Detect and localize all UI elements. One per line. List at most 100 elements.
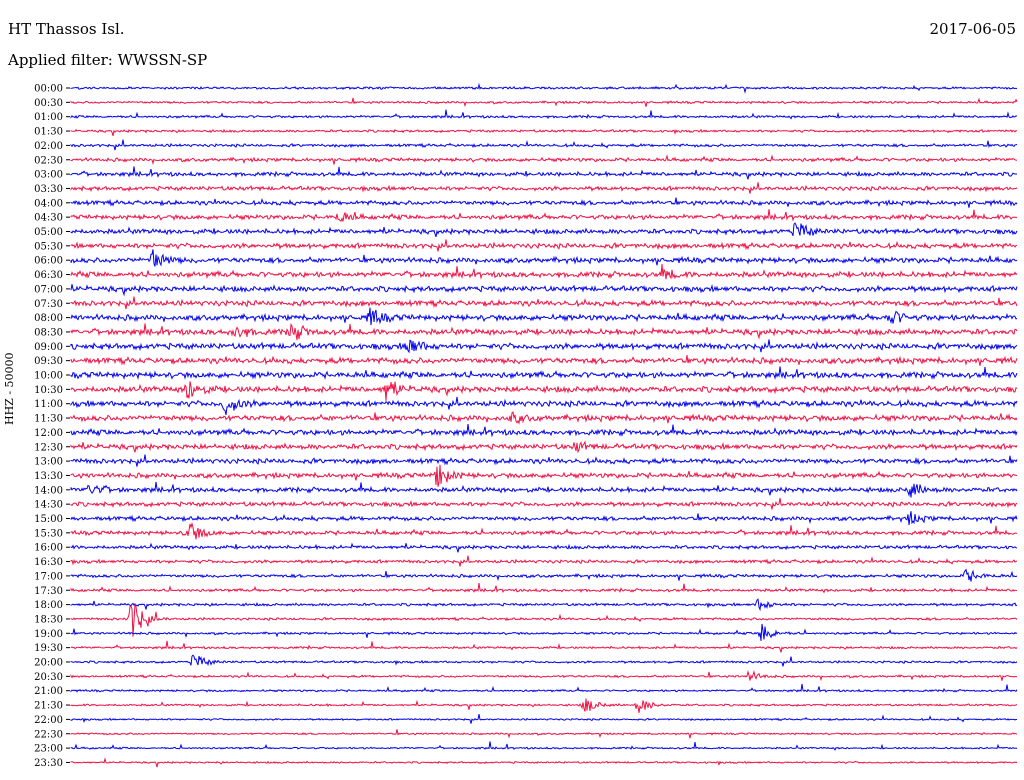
trace-line-1530 <box>70 521 1018 540</box>
row-time-label: 14:00 <box>34 485 63 496</box>
trace-line-1630 <box>70 555 1018 567</box>
trace-line-1430 <box>70 497 1018 510</box>
trace-line-0700 <box>70 283 1018 297</box>
filter-label: Applied filter: WWSSN-SP <box>8 51 208 69</box>
row-time-label: 16:00 <box>34 543 63 554</box>
row-time-label: 15:00 <box>34 514 63 525</box>
trace-line-0630 <box>70 263 1018 280</box>
trace-line-0830 <box>70 322 1018 341</box>
trace-line-2130 <box>70 698 1018 713</box>
row-time-label: 04:00 <box>34 198 63 209</box>
row-time-label: 00:00 <box>34 84 63 95</box>
row-time-label: 11:00 <box>34 399 63 410</box>
trace-line-0800 <box>70 307 1018 326</box>
row-time-label: 01:00 <box>34 112 63 123</box>
row-time-label: 22:00 <box>34 715 63 726</box>
row-time-label: 03:00 <box>34 170 63 181</box>
trace-line-0730 <box>70 296 1018 310</box>
row-time-label: 17:30 <box>34 586 63 597</box>
trace-line-0130 <box>70 128 1018 137</box>
date-label: 2017-06-05 <box>929 20 1016 38</box>
row-time-label: 20:00 <box>34 658 63 669</box>
row-time-label: 12:00 <box>34 428 63 439</box>
row-time-label: 08:00 <box>34 313 63 324</box>
row-time-label: 06:00 <box>34 256 63 267</box>
row-time-label: 13:00 <box>34 457 63 468</box>
trace-line-1100 <box>70 396 1018 416</box>
trace-line-1030 <box>70 381 1018 401</box>
trace-line-0000 <box>70 82 1018 94</box>
trace-line-2100 <box>70 683 1018 693</box>
row-time-label: 04:30 <box>34 213 63 224</box>
row-time-label: 11:30 <box>34 414 63 425</box>
trace-line-1200 <box>70 424 1018 438</box>
row-time-label: 19:30 <box>34 643 63 654</box>
trace-line-1230 <box>70 440 1018 454</box>
trace-line-2330 <box>70 757 1018 768</box>
row-time-label: 02:30 <box>34 155 63 166</box>
trace-line-1730 <box>70 583 1018 594</box>
trace-line-1300 <box>70 454 1018 467</box>
row-time-label: 01:30 <box>34 127 63 138</box>
row-time-label: 07:00 <box>34 284 63 295</box>
trace-line-0900 <box>70 339 1018 354</box>
row-time-label: 05:00 <box>34 227 63 238</box>
trace-line-0930 <box>70 355 1018 366</box>
trace-line-0030 <box>70 97 1018 108</box>
trace-line-1330 <box>70 464 1018 487</box>
trace-line-1900 <box>70 623 1018 641</box>
row-time-label: 07:30 <box>34 299 63 310</box>
trace-line-2230 <box>70 729 1018 739</box>
trace-line-0300 <box>70 166 1017 180</box>
row-time-label: 10:30 <box>34 385 63 396</box>
row-time-label: 09:30 <box>34 356 63 367</box>
row-time-label: 19:00 <box>34 629 63 640</box>
row-time-label: 15:30 <box>34 528 63 539</box>
trace-line-0200 <box>70 139 1018 151</box>
trace-line-1700 <box>70 568 1018 582</box>
trace-line-2030 <box>70 669 1018 682</box>
trace-line-1930 <box>70 640 1018 653</box>
row-time-label: 21:30 <box>34 701 63 712</box>
trace-line-2000 <box>70 654 1018 667</box>
trace-line-0600 <box>70 249 1018 267</box>
trace-line-0400 <box>70 197 1018 208</box>
trace-line-0100 <box>70 109 1018 120</box>
trace-line-1500 <box>70 511 1018 526</box>
trace-line-2300 <box>70 741 1018 751</box>
station-title: HT Thassos Isl. <box>8 20 125 38</box>
trace-line-1830 <box>70 604 1018 637</box>
row-time-label: 05:30 <box>34 241 63 252</box>
row-time-label: 14:30 <box>34 500 63 511</box>
trace-line-0330 <box>70 182 1018 194</box>
row-time-label: 23:00 <box>34 744 63 755</box>
row-time-label: 23:30 <box>34 758 63 769</box>
row-time-label: 12:30 <box>34 442 63 453</box>
row-time-label: 10:00 <box>34 371 63 382</box>
trace-line-2200 <box>70 714 1018 724</box>
trace-line-1130 <box>70 411 1018 425</box>
trace-line-1400 <box>70 481 1018 498</box>
row-time-label: 21:00 <box>34 686 63 697</box>
row-time-label: 03:30 <box>34 184 63 195</box>
row-time-label: 16:30 <box>34 557 63 568</box>
row-time-label: 13:30 <box>34 471 63 482</box>
row-time-label: 18:00 <box>34 600 63 611</box>
row-time-label: 09:00 <box>34 342 63 353</box>
trace-line-1000 <box>70 366 1018 380</box>
trace-line-0500 <box>70 222 1018 238</box>
row-time-label: 06:30 <box>34 270 63 281</box>
row-time-label: 00:30 <box>34 98 63 109</box>
trace-line-1600 <box>70 542 1018 553</box>
row-time-label: 22:30 <box>34 729 63 740</box>
trace-line-0230 <box>70 154 1018 166</box>
row-time-label: 18:30 <box>34 614 63 625</box>
row-time-label: 02:00 <box>34 141 63 152</box>
row-time-label: 17:00 <box>34 571 63 582</box>
trace-line-0530 <box>70 239 1018 252</box>
trace-line-0430 <box>70 209 1018 222</box>
row-time-label: 20:30 <box>34 672 63 683</box>
row-time-label: 08:30 <box>34 327 63 338</box>
trace-line-1800 <box>70 598 1018 612</box>
